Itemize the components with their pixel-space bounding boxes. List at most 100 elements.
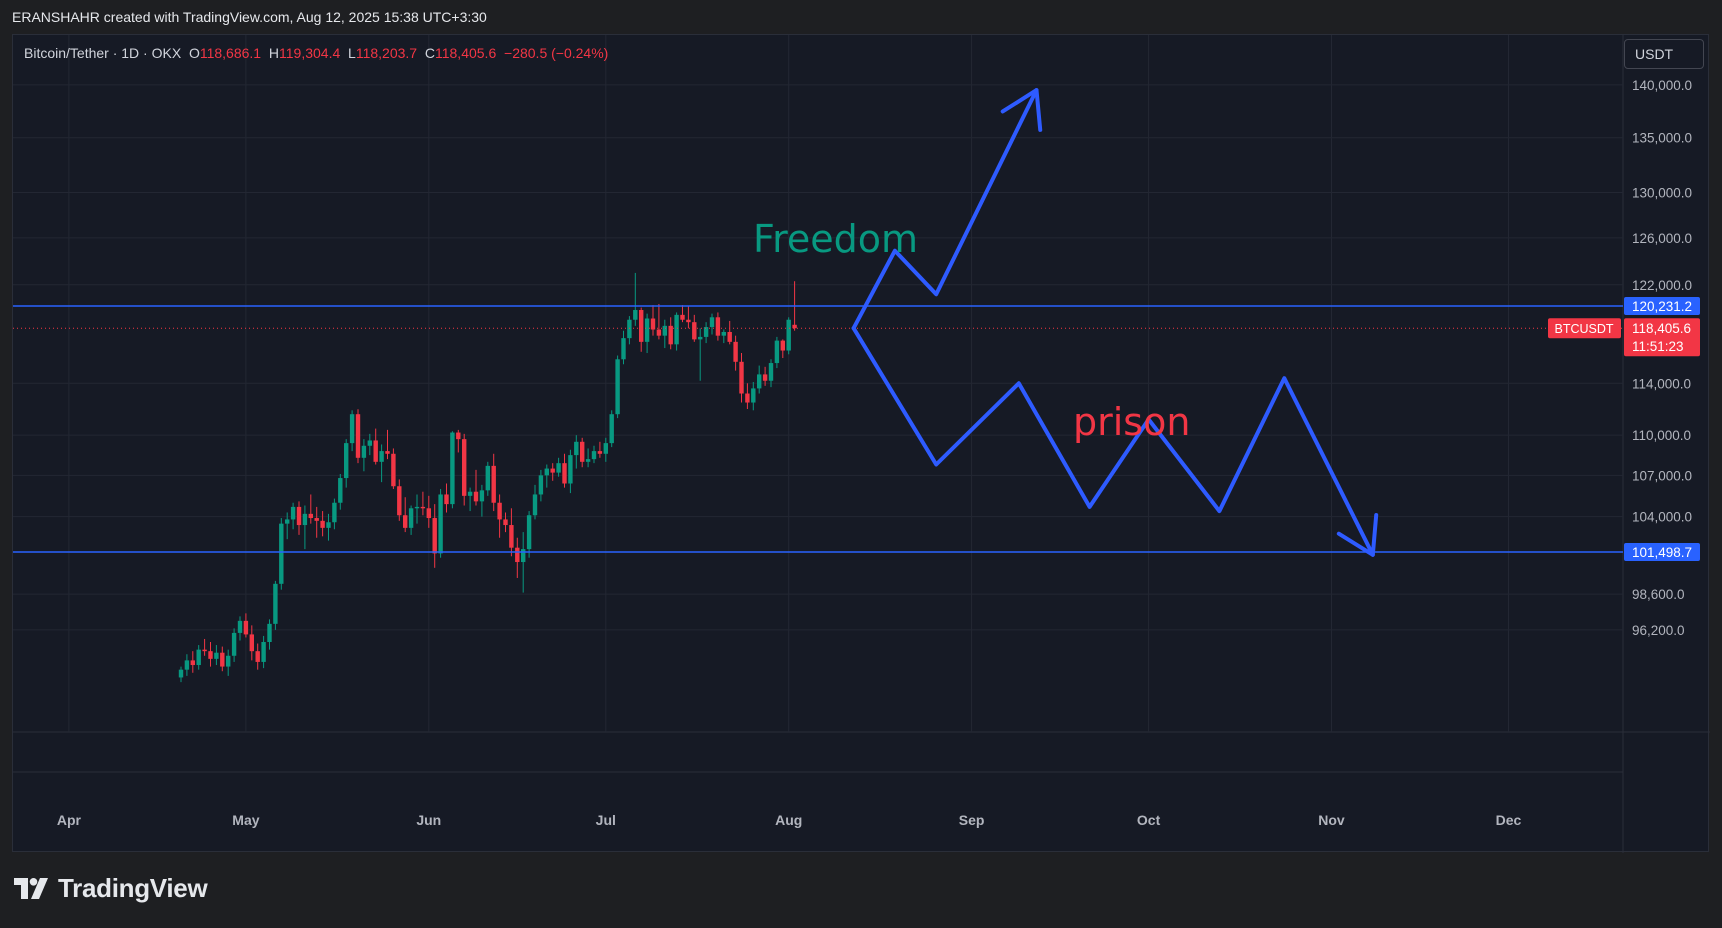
candle-body	[338, 478, 343, 503]
candle-body	[633, 310, 638, 320]
candle-body	[562, 463, 567, 484]
candle-body	[243, 620, 249, 635]
chart-canvas[interactable]: Apr May Jun Jul Aug Sep Oct Nov Dec 140,000.0 135,…	[13, 35, 1710, 853]
candle-body	[745, 393, 750, 403]
tradingview-logo-text: TradingView	[58, 873, 208, 903]
candle-body	[733, 341, 738, 362]
candle-body	[355, 414, 361, 458]
candle-body	[532, 494, 538, 516]
candle-body	[202, 649, 207, 652]
candle-body	[780, 340, 785, 351]
price-level-label: 101,498.7	[1632, 545, 1692, 560]
candle-body	[296, 506, 302, 526]
x-tick-label: Jun	[416, 812, 441, 828]
candle-body	[462, 439, 467, 496]
candle-body	[603, 443, 608, 454]
candle-body	[644, 318, 650, 342]
y-tick-label: 114,000.0	[1632, 376, 1691, 391]
legend-low-value: 118,203.7	[355, 45, 418, 61]
candle-body	[639, 310, 644, 342]
candle-body	[385, 451, 390, 454]
candle-body	[361, 445, 367, 458]
x-tick-label: Jul	[596, 812, 616, 828]
candle-body	[751, 388, 756, 403]
price-level-label: 120,231.2	[1632, 299, 1692, 314]
x-tick-label: Apr	[57, 812, 82, 828]
candle-body	[526, 515, 532, 550]
candle-body	[674, 314, 679, 345]
y-tick-label: 96,200.0	[1632, 623, 1685, 638]
x-tick-label: Sep	[959, 812, 985, 828]
legend-close-label: C	[424, 45, 435, 61]
projection-down-path	[851, 326, 1375, 557]
y-tick-label: 110,000.0	[1632, 428, 1691, 443]
y-tick-label: 130,000.0	[1632, 186, 1692, 201]
candle-body	[255, 651, 260, 662]
candle-body	[473, 491, 479, 502]
candle-body	[703, 327, 709, 337]
candle-body	[786, 319, 791, 351]
countdown-label: 11:51:23	[1632, 339, 1684, 354]
candle-body	[757, 374, 762, 389]
candle-body	[438, 494, 443, 554]
candle-body	[308, 513, 313, 519]
legend-low-label: L	[348, 45, 356, 61]
candle-body	[615, 359, 620, 415]
legend-high-value: 119,304.4	[279, 45, 341, 61]
candle-body	[485, 465, 490, 491]
candle-body	[249, 634, 254, 652]
candle-body	[568, 455, 573, 484]
candle-body	[450, 432, 455, 505]
candle-body	[662, 325, 667, 336]
candle-body	[686, 319, 691, 323]
candle-body	[379, 451, 384, 462]
candle-body	[709, 317, 715, 328]
candle-body	[650, 318, 656, 330]
candle-body	[627, 319, 632, 339]
legend-open-value: 118,686.1	[199, 45, 262, 61]
candle-body	[538, 475, 544, 495]
candle-body	[349, 414, 355, 444]
candle-body	[237, 620, 243, 633]
candle-body	[290, 506, 296, 520]
candle-body	[320, 520, 325, 528]
projection-up-path	[851, 88, 1039, 331]
candle-body	[456, 432, 461, 440]
x-tick-label: Nov	[1318, 812, 1345, 828]
currency-button[interactable]: USDT	[1624, 39, 1704, 69]
y-tick-label: 140,000.0	[1632, 78, 1692, 93]
legend-symbol[interactable]: Bitcoin/Tether · 1D · OKX	[24, 45, 182, 61]
candle-body	[668, 325, 673, 345]
legend-change: −280.5 (−0.24%)	[504, 45, 609, 61]
y-tick-label: 135,000.0	[1632, 131, 1692, 146]
candle-body	[727, 331, 732, 342]
candle-body	[491, 465, 496, 503]
candle-body	[373, 440, 378, 462]
candles-group	[178, 272, 797, 683]
annotation-prison: prison	[1073, 400, 1190, 444]
candle-body	[261, 642, 266, 662]
candle-body	[544, 468, 549, 476]
candle-body	[550, 468, 555, 473]
candle-body	[397, 486, 402, 516]
candle-body	[680, 314, 685, 320]
candle-body	[403, 515, 408, 528]
candle-body	[432, 518, 437, 554]
candle-body	[609, 414, 614, 444]
candle-body	[420, 506, 426, 509]
candle-body	[762, 374, 768, 381]
symbol-tag: BTCUSDT	[1554, 322, 1613, 336]
candle-body	[467, 491, 473, 496]
candle-body	[214, 652, 219, 659]
candle-body	[332, 502, 337, 523]
chart-frame[interactable]: Apr May Jun Jul Aug Sep Oct Nov Dec 140,000.0 135,…	[12, 34, 1710, 853]
candle-body	[774, 340, 780, 364]
ohlc-legend: Bitcoin/Tether · 1D · OKX O118,686.1 H11…	[24, 45, 608, 61]
candle-body	[231, 632, 237, 656]
tradingview-logo[interactable]: TradingView	[14, 873, 208, 904]
candle-body	[273, 583, 278, 624]
candle-body	[326, 522, 331, 528]
candle-body	[497, 502, 502, 520]
candle-body	[344, 443, 349, 479]
candle-body	[367, 440, 372, 446]
